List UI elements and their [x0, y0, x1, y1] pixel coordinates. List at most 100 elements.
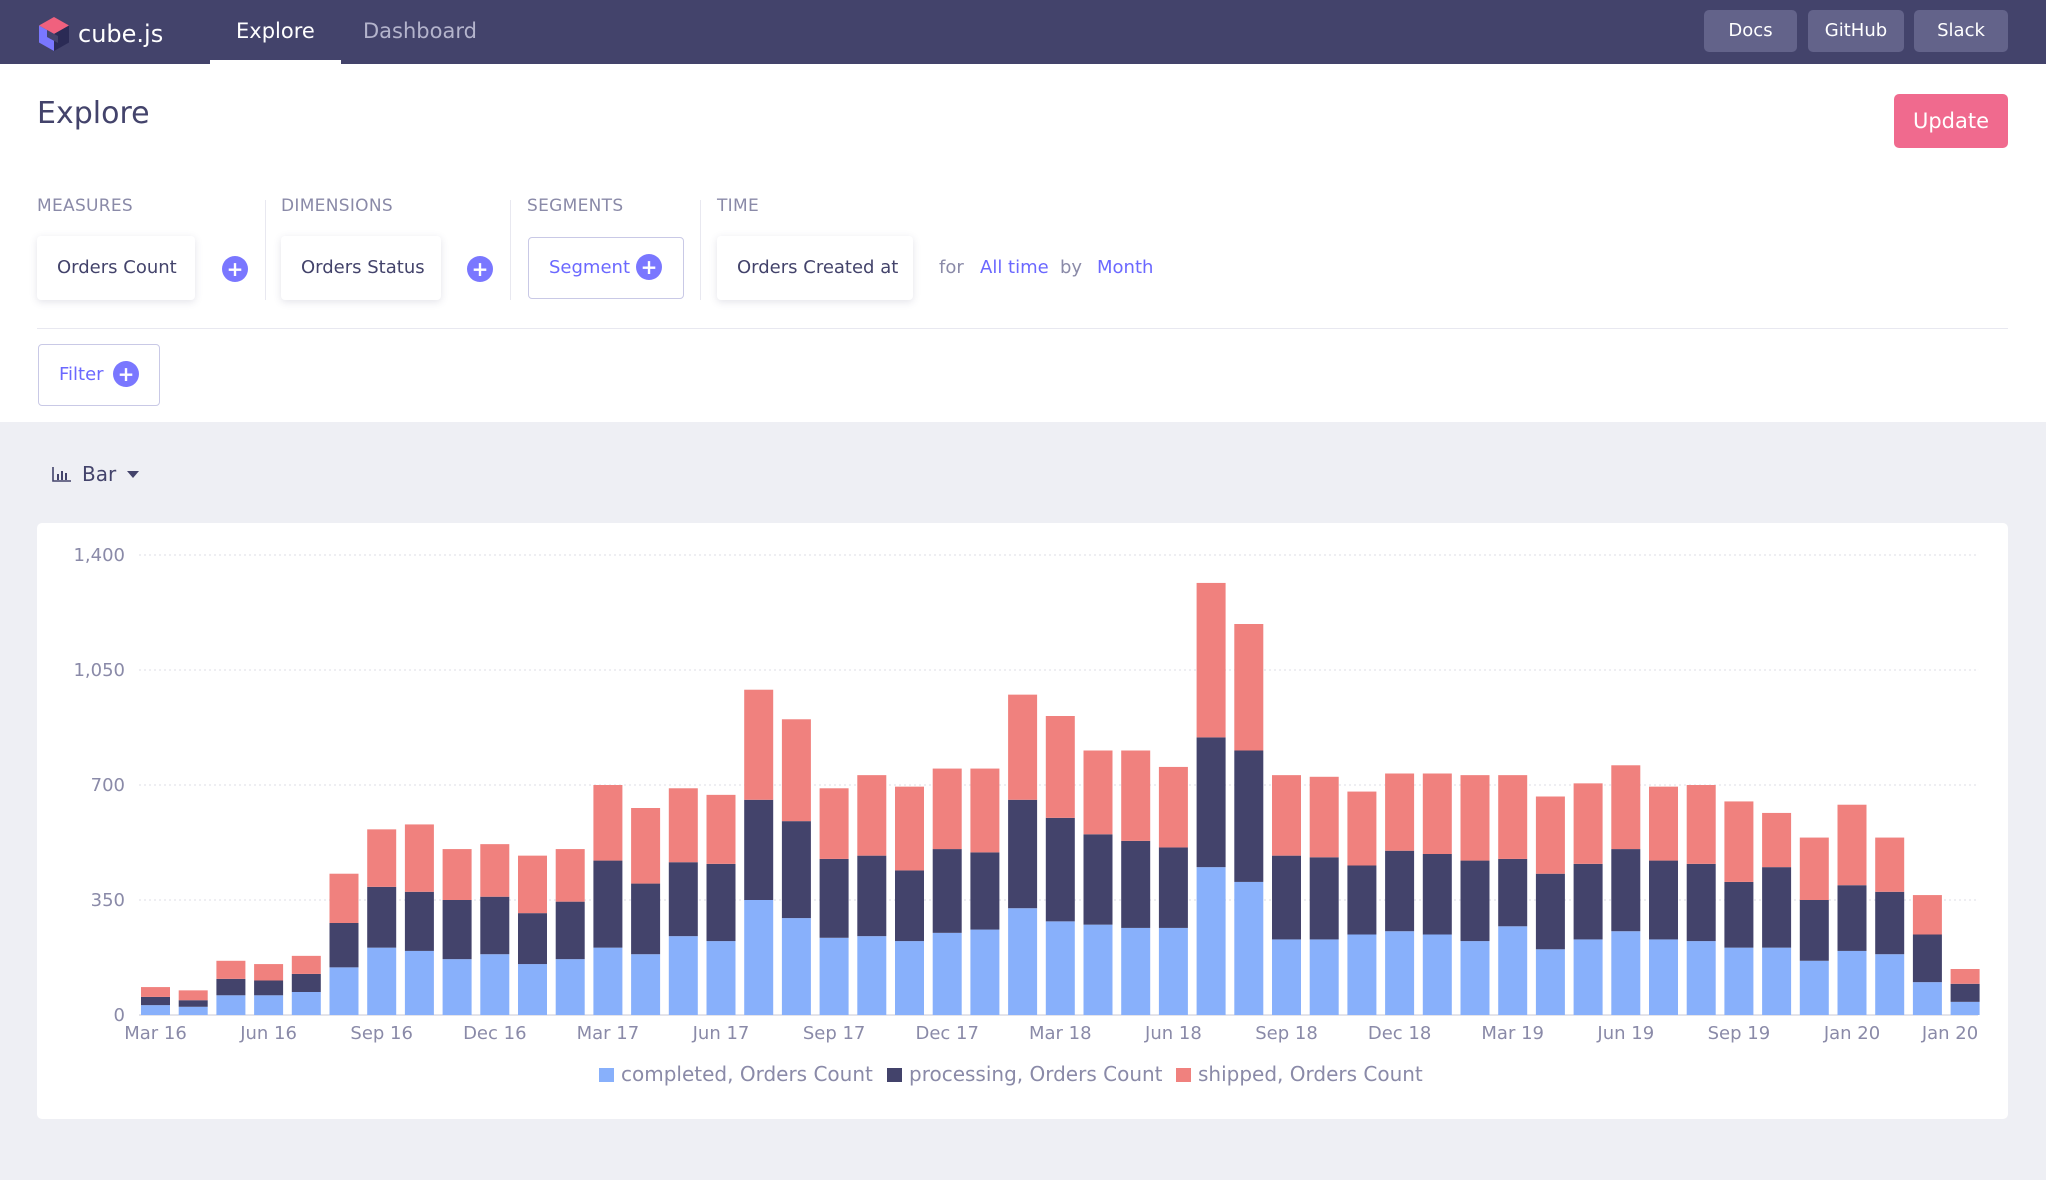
add-measure-button[interactable]: +: [222, 256, 248, 282]
bar-segment-completed: [895, 941, 924, 1015]
bar-segment-processing: [291, 973, 321, 992]
bar-segment-shipped: [1008, 694, 1038, 800]
brand-logo[interactable]: cube.js: [38, 16, 163, 52]
bar-segment-shipped: [1196, 582, 1226, 738]
bar-segment-shipped: [1686, 785, 1716, 864]
bar-segment-shipped: [1460, 775, 1490, 861]
chart-card: 0 350 700 1,050 1,400 Mar 16 Jun 16 Sep 16 Dec 1…: [37, 523, 2008, 1119]
bar-segment-shipped: [668, 788, 698, 863]
bar-segment-shipped: [1535, 796, 1565, 874]
bar-segment-shipped: [895, 786, 924, 871]
bar-segment-completed: [1837, 950, 1867, 1015]
bar-segment-processing: [1912, 934, 1942, 983]
measure-orders-count[interactable]: Orders Count: [37, 236, 195, 300]
bar-segment-completed: [781, 918, 811, 1015]
bar-segment-processing: [631, 883, 661, 955]
add-segment-icon: +: [636, 254, 662, 280]
bar-segment-processing: [1083, 834, 1113, 925]
bar-segment-shipped: [1045, 716, 1075, 818]
bar-segment-shipped: [1950, 969, 1980, 984]
time-dimension-orders-created-at[interactable]: Orders Created at: [717, 236, 913, 300]
segment-button[interactable]: Segment +: [528, 237, 684, 299]
bar-segment-completed: [1573, 939, 1603, 1015]
x-tick-label: Jun 18: [1144, 1023, 1202, 1044]
bar-segment-processing: [1008, 799, 1038, 909]
bar-segment-completed: [555, 959, 585, 1015]
separator: [700, 200, 701, 300]
slack-button[interactable]: Slack: [1914, 10, 2008, 52]
bar-segment-processing: [480, 896, 510, 955]
bar-segment-shipped: [442, 849, 472, 900]
x-tick-label: Mar 18: [1029, 1023, 1092, 1044]
brand-name: cube.js: [78, 20, 164, 48]
granularity-selector[interactable]: Month: [1097, 257, 1154, 278]
bar-segment-shipped: [1799, 837, 1829, 900]
bar-segment-processing: [1385, 850, 1415, 932]
bar-segment-completed: [706, 941, 736, 1015]
legend-swatch: [599, 1068, 614, 1082]
bar-segment-completed: [1498, 926, 1528, 1015]
bar-segment-completed: [1724, 947, 1754, 1015]
bar-segment-completed: [367, 947, 397, 1015]
bar-segment-processing: [141, 996, 170, 1006]
bar-segment-processing: [518, 913, 547, 965]
caret-down-icon: [127, 471, 140, 478]
bar-segment-shipped: [1724, 801, 1754, 882]
bar-segment-completed: [1762, 947, 1792, 1015]
tab-explore[interactable]: Explore: [210, 0, 341, 64]
bar-segment-shipped: [857, 775, 887, 856]
y-tick-label: 0: [114, 1005, 125, 1026]
bar-segment-shipped: [404, 824, 434, 892]
x-tick-label: Sep 18: [1255, 1023, 1318, 1044]
bar-segment-completed: [1385, 931, 1415, 1015]
tab-dashboard[interactable]: Dashboard: [363, 19, 477, 43]
bar-segment-shipped: [706, 794, 736, 864]
bar-segment-shipped: [254, 964, 284, 981]
bar-segment-completed: [631, 954, 661, 1015]
bar-segment-completed: [593, 947, 623, 1015]
y-tick-label: 350: [91, 890, 125, 911]
github-button[interactable]: GitHub: [1808, 10, 1904, 52]
bar-segment-completed: [254, 995, 284, 1015]
filter-button[interactable]: Filter +: [38, 344, 160, 406]
bar-segment-shipped: [367, 829, 397, 887]
top-navigation-bar: cube.js Explore Dashboard Docs GitHub Sl…: [0, 0, 2046, 64]
bar-segment-processing: [819, 858, 849, 938]
bar-segment-processing: [1799, 900, 1829, 961]
bar-segment-shipped: [1309, 776, 1339, 858]
add-dimension-button[interactable]: +: [467, 256, 493, 282]
bar-segment-shipped: [1347, 791, 1377, 866]
bar-segment-processing: [1272, 855, 1301, 940]
bar-segment-processing: [1158, 847, 1188, 928]
docs-button[interactable]: Docs: [1704, 10, 1797, 52]
bar-segment-processing: [1045, 817, 1075, 922]
separator: [510, 200, 511, 300]
bar-segment-shipped: [1762, 812, 1792, 868]
bar-segment-shipped: [1234, 624, 1264, 751]
bar-segment-shipped: [631, 808, 661, 884]
update-button[interactable]: Update: [1894, 94, 2008, 148]
bar-segment-shipped: [1837, 804, 1867, 886]
bar-segment-processing: [329, 923, 359, 968]
bar-segment-completed: [1950, 1001, 1980, 1015]
bar-segment-processing: [1422, 854, 1452, 935]
bar-segment-processing: [1347, 865, 1377, 935]
add-filter-icon: +: [113, 361, 139, 387]
bar-segment-processing: [706, 863, 736, 942]
dimension-orders-status[interactable]: Orders Status: [281, 236, 441, 300]
bar-segment-processing: [1724, 881, 1754, 948]
bar-segment-shipped: [555, 849, 585, 902]
bar-segment-processing: [1686, 863, 1716, 942]
dimensions-label: DIMENSIONS: [281, 196, 393, 216]
bar-segment-completed: [442, 959, 472, 1015]
chart-type-selector[interactable]: Bar: [52, 462, 140, 486]
bar-segment-shipped: [518, 855, 547, 914]
bar-segment-processing: [668, 862, 698, 937]
bar-segment-processing: [1234, 750, 1264, 882]
date-range-selector[interactable]: All time: [980, 257, 1049, 278]
x-tick-label: Dec 16: [463, 1023, 526, 1044]
bar-segment-completed: [1460, 941, 1490, 1015]
x-tick-label: Mar 19: [1481, 1023, 1544, 1044]
bar-segment-processing: [1573, 863, 1603, 940]
bar-segment-completed: [970, 929, 1000, 1015]
